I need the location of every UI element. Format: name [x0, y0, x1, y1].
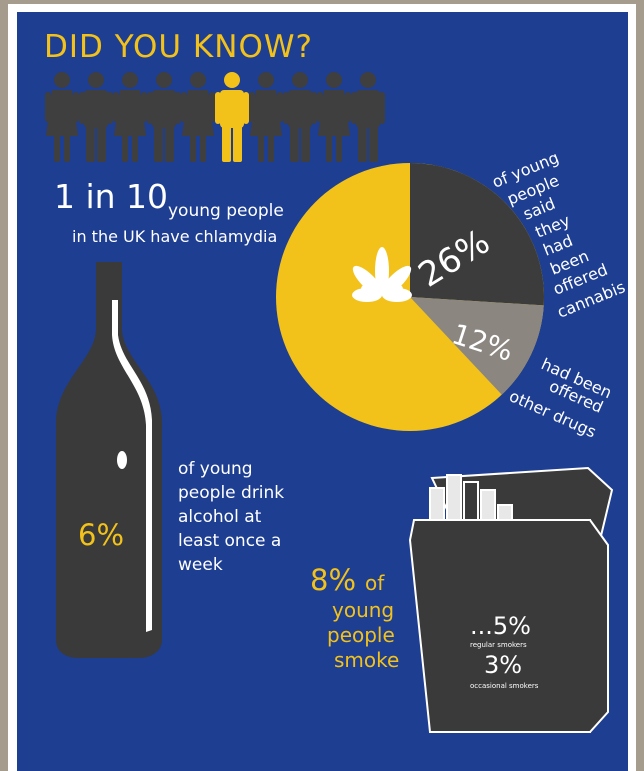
leaf-blade — [361, 283, 383, 299]
bottle-highlight — [117, 451, 127, 469]
caption: smoke — [334, 648, 399, 672]
pie-slice — [410, 163, 544, 306]
caption: of young — [178, 459, 253, 479]
stat: 1 in 10 — [54, 177, 168, 216]
pie-chart: 26%12%of youngpeoplesaidtheyhadbeenoffer… — [276, 148, 628, 442]
caption: young — [332, 598, 394, 622]
caption: week — [178, 555, 223, 575]
leaf-icon — [352, 247, 412, 302]
stat: 3% — [484, 651, 522, 679]
stat: 8% — [310, 563, 356, 597]
caption: alcohol at — [178, 507, 262, 527]
caption: people — [327, 623, 395, 647]
bottle — [56, 262, 162, 658]
cigarette-pack — [408, 466, 614, 733]
caption: least once a — [178, 531, 281, 551]
caption: of — [365, 571, 385, 595]
stat: ...5% — [470, 612, 531, 640]
caption: regular smokers — [470, 641, 527, 649]
title: DID YOU KNOW? — [44, 29, 313, 65]
caption: young people — [168, 201, 284, 221]
bottle-highlight — [112, 300, 152, 632]
stat: 6% — [78, 518, 124, 552]
caption: occasional smokers — [470, 682, 539, 690]
pie-slice — [410, 297, 544, 395]
caption: people drink — [178, 483, 284, 503]
leaf-blade — [381, 283, 403, 299]
caption: in the UK have chlamydia — [72, 227, 277, 246]
